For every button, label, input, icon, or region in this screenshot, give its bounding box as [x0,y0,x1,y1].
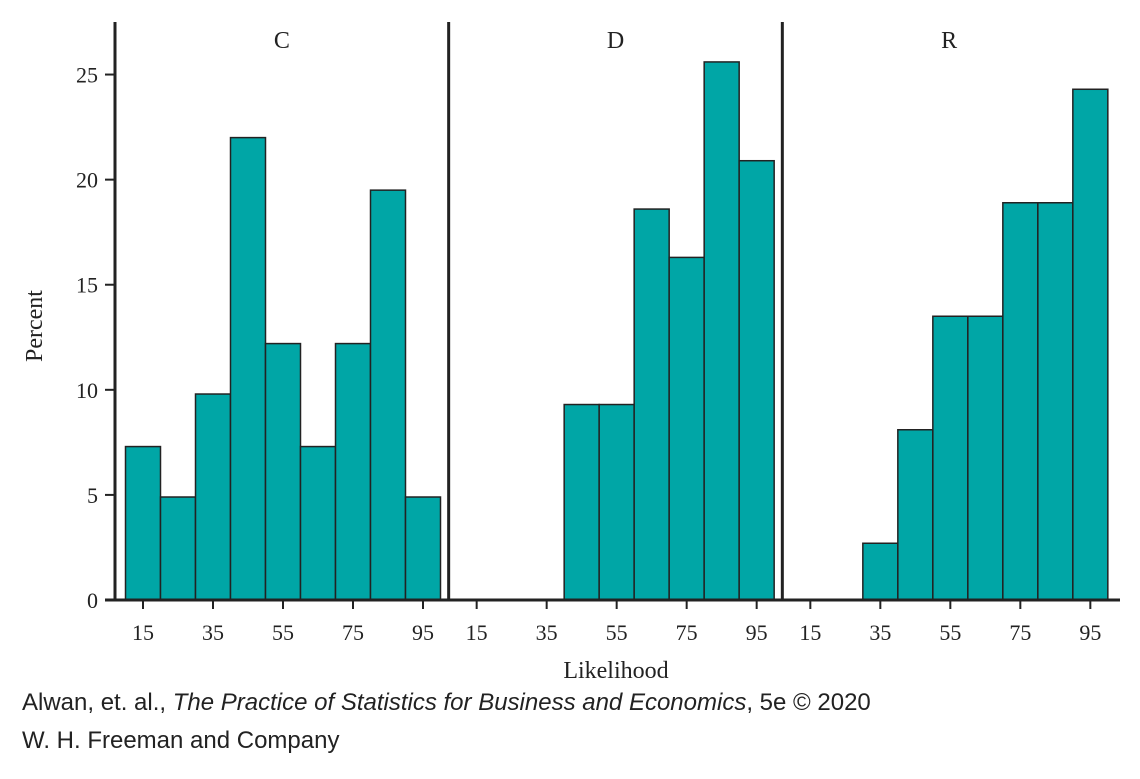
panel-title-r: R [941,28,957,54]
y-tick-label-0: 0 [87,588,98,613]
bar-c-45 [229,136,267,601]
credit-line-1: Alwan, et. al., The Practice of Statisti… [22,689,871,717]
bar-r-85 [1037,202,1074,601]
panel-title-d: D [607,28,624,54]
bar-r-95 [1072,88,1109,601]
y-axis-label: Percent [22,290,48,362]
x-tick-label-r-15: 15 [799,620,821,645]
bar-r-75 [1002,202,1039,601]
x-tick-label-c-75: 75 [342,620,364,645]
y-tick-label-20: 20 [76,168,98,193]
bars-layer [124,61,1109,601]
panel-title-c: C [274,28,290,54]
x-tick-label-d-55: 55 [606,620,628,645]
bar-c-65 [299,445,337,601]
bar-c-35 [194,393,232,601]
credit-edition: , 5e © 2020 [746,689,871,716]
bar-d-95 [738,159,775,601]
x-tick-label-r-55: 55 [939,620,961,645]
credit-authors: Alwan, et. al., [22,689,173,716]
bar-r-45 [897,429,934,601]
x-tick-label-r-75: 75 [1009,620,1031,645]
bar-c-25 [159,496,197,601]
bar-r-35 [862,542,899,601]
bar-c-95 [404,496,442,601]
x-tick-label-c-55: 55 [272,620,294,645]
bar-c-55 [264,342,302,601]
axes-layer: C 15 35 55 75 95 D 15 35 55 75 95 R 15 35 55 75 95 0 5 10 15 2… [76,22,1120,645]
bar-c-75 [334,342,372,601]
x-tick-label-c-15: 15 [132,620,154,645]
bar-d-75 [668,256,705,601]
bar-c-15 [124,445,162,601]
x-tick-label-d-75: 75 [676,620,698,645]
bar-c-85 [369,189,407,601]
y-tick-label-15: 15 [76,273,98,298]
x-tick-label-d-15: 15 [466,620,488,645]
x-tick-label-c-95: 95 [412,620,434,645]
bar-d-85 [703,61,740,601]
y-tick-label-25: 25 [76,63,98,88]
bar-d-55 [598,403,635,601]
y-tick-label-10: 10 [76,378,98,403]
y-tick-label-5: 5 [87,483,98,508]
x-tick-label-d-35: 35 [536,620,558,645]
bar-r-55 [932,315,969,601]
credit-line-2: W. H. Freeman and Company [22,727,340,754]
x-axis-label: Likelihood [563,658,668,684]
x-tick-label-d-95: 95 [746,620,768,645]
histogram-chart: C 15 35 55 75 95 D 15 35 55 75 95 R 15 35 55 75 95 0 5 10 15 2… [22,22,1120,684]
bar-d-65 [633,208,670,601]
x-tick-label-r-95: 95 [1079,620,1101,645]
credit-book-title: The Practice of Statistics for Business … [172,689,747,716]
bar-d-45 [563,403,600,601]
x-tick-label-c-35: 35 [202,620,224,645]
x-tick-label-r-35: 35 [869,620,891,645]
bar-r-65 [967,315,1004,601]
